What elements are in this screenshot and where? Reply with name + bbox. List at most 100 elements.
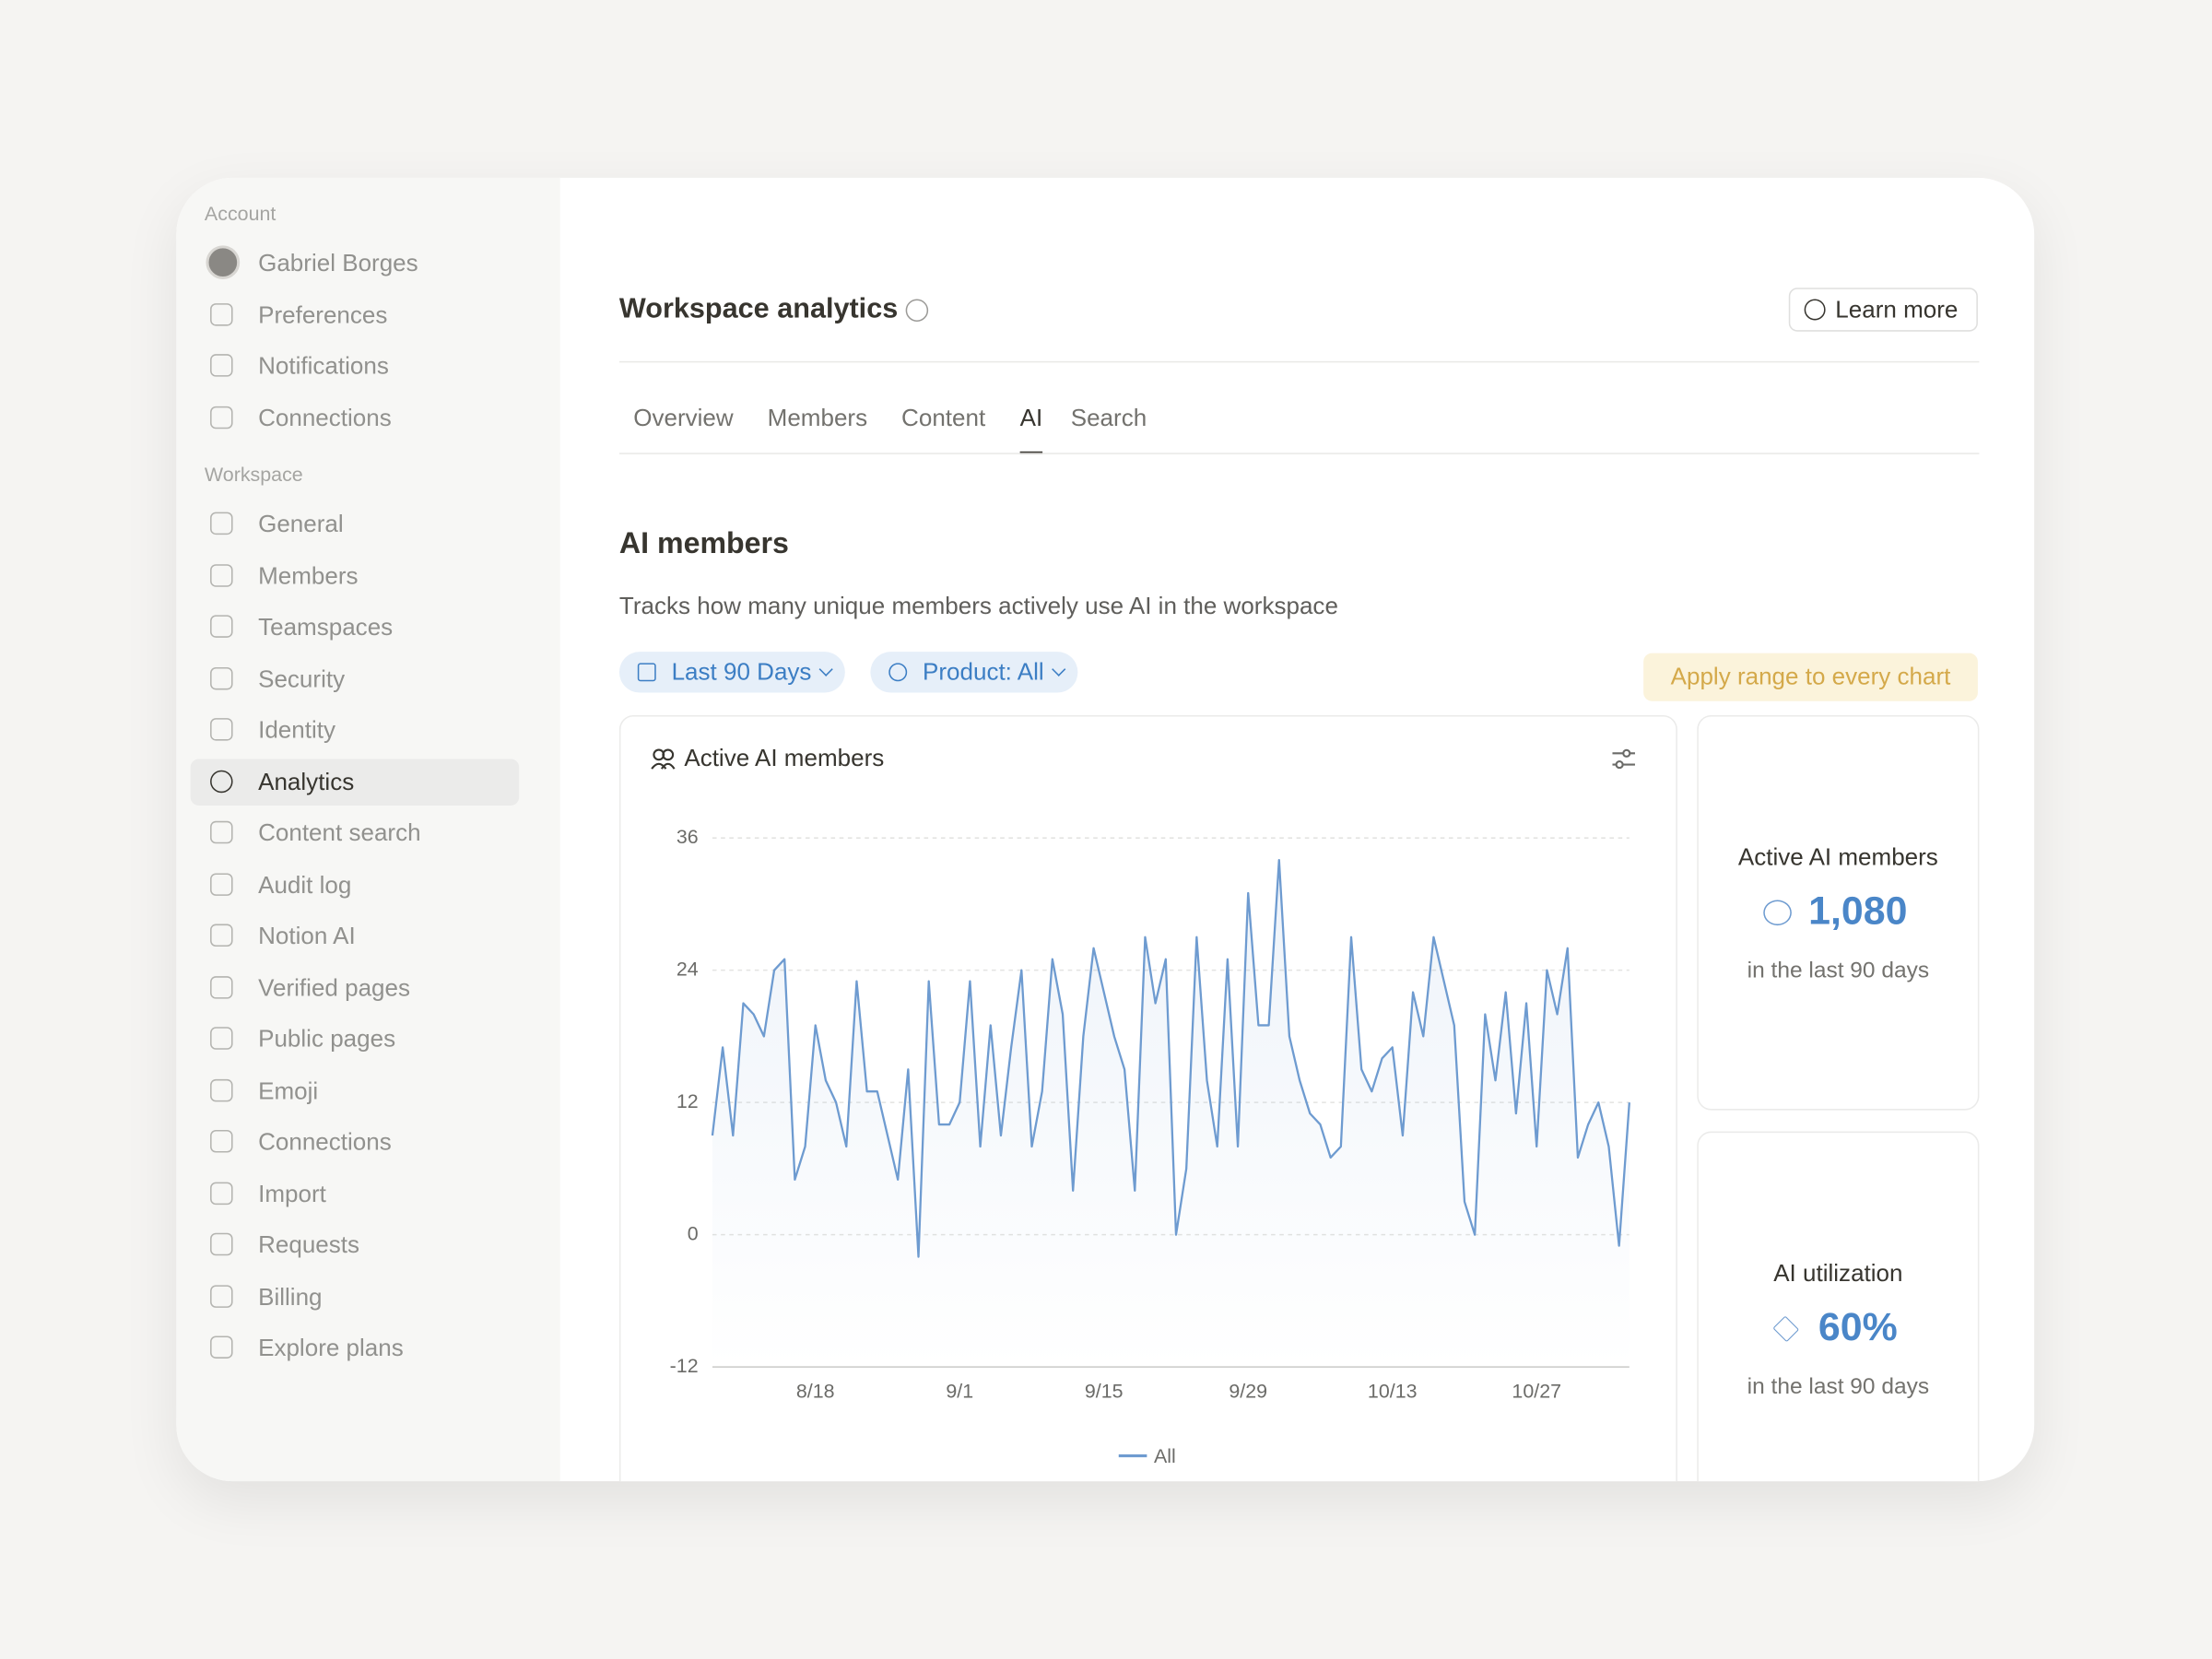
stat-value: 60% xyxy=(1818,1304,1898,1349)
sidebar-item-label: Public pages xyxy=(258,1025,396,1053)
sidebar-item[interactable]: Explore plans xyxy=(191,1324,520,1371)
icon xyxy=(210,1181,233,1205)
sidebar-item-label: Security xyxy=(258,665,346,692)
sidebar-item-label: Import xyxy=(258,1180,326,1207)
sidebar-item-label: Teamspaces xyxy=(258,613,394,641)
sidebar-item[interactable]: Identity xyxy=(191,707,520,754)
stat-value: 1,080 xyxy=(1808,888,1908,933)
y-tick-label: 36 xyxy=(677,826,699,848)
icon xyxy=(210,615,233,638)
stat-title: Active AI members xyxy=(1737,843,1938,871)
line-chart: -12 0 12 24 36 8/18 9/1 9/15 9/29 10/13 10/27 All xyxy=(670,826,1630,1467)
icon xyxy=(210,1335,233,1359)
icon xyxy=(210,666,233,689)
x-tick-label: 8/18 xyxy=(796,1380,835,1402)
sidebar-item-label: Notion AI xyxy=(258,923,356,950)
button-label: Learn more xyxy=(1835,296,1959,324)
sidebar-item[interactable]: Notion AI xyxy=(191,912,520,959)
sidebar-item-label: Requests xyxy=(258,1231,360,1259)
section-description: Tracks how many unique members actively … xyxy=(618,592,1338,619)
stat-card: AI utilization 60% in the last 90 days xyxy=(1697,1131,1980,1482)
chevron xyxy=(818,662,834,677)
sidebar-item-label: Audit log xyxy=(258,871,352,899)
icon xyxy=(210,512,233,535)
y-tick-label: 12 xyxy=(677,1090,699,1112)
chevron xyxy=(1052,662,1066,677)
sidebar-item[interactable]: Emoji xyxy=(191,1067,520,1114)
sidebar-item[interactable]: Preferences xyxy=(191,291,520,338)
sidebar-item[interactable]: Audit log xyxy=(191,861,520,908)
filter-pill[interactable]: Last 90 Days xyxy=(618,652,846,693)
icon xyxy=(210,406,233,429)
stat-caption: in the last 90 days xyxy=(1747,1375,1930,1400)
sidebar-item-label: Verified pages xyxy=(258,973,411,1001)
icon xyxy=(210,769,233,793)
help-icon[interactable] xyxy=(905,299,929,322)
sidebar-item-label: General xyxy=(258,511,344,538)
sidebar-item[interactable]: Members xyxy=(191,552,520,599)
sidebar-item[interactable]: Analytics xyxy=(190,758,520,806)
sidebar-item-label: Members xyxy=(258,561,359,590)
x-tick-label: 9/29 xyxy=(1229,1380,1267,1402)
icon xyxy=(210,563,233,586)
tab[interactable]: Members xyxy=(767,405,868,432)
stat-icon xyxy=(1763,900,1792,926)
sidebar-item[interactable]: Connections xyxy=(191,394,520,441)
chart-title: Active AI members xyxy=(684,745,885,772)
icon xyxy=(210,820,233,844)
sidebar-item[interactable]: Security xyxy=(191,655,520,702)
tab[interactable]: AI xyxy=(1019,405,1043,454)
line xyxy=(711,858,1630,1258)
sidebar-item[interactable]: Connections xyxy=(191,1119,520,1166)
sidebar-section-label: Account xyxy=(204,201,276,225)
sidebar-item-label: Content search xyxy=(258,819,421,847)
settings-window: Account Gabriel Borges Preferences Notifica… xyxy=(176,177,2035,1482)
sidebar-item[interactable]: Billing xyxy=(191,1273,520,1320)
apply-range-button[interactable]: Apply range to every chart xyxy=(1643,653,1978,701)
sidebar-item[interactable]: Gabriel Borges xyxy=(191,240,520,287)
sidebar: Account Gabriel Borges Preferences Notifica… xyxy=(176,177,560,1482)
settings-icon[interactable] xyxy=(1611,747,1637,770)
sidebar-item-label: Preferences xyxy=(258,300,388,328)
sidebar-item-label: Gabriel Borges xyxy=(258,249,418,276)
tab[interactable]: Search xyxy=(1070,405,1147,432)
y-tick-label: 24 xyxy=(677,958,699,980)
page-title: Workspace analytics xyxy=(618,293,899,325)
sidebar-item[interactable]: General xyxy=(191,500,520,547)
sidebar-item-label: Identity xyxy=(258,716,335,744)
learn-more-button[interactable]: Learn more xyxy=(1788,288,1978,332)
sidebar-item[interactable]: Teamspaces xyxy=(191,604,520,651)
icon xyxy=(210,1078,233,1101)
tab[interactable]: Overview xyxy=(633,405,734,432)
icon xyxy=(210,302,233,325)
legend-label: All xyxy=(1154,1445,1176,1467)
section-title: AI members xyxy=(618,527,789,560)
sidebar-item[interactable]: Public pages xyxy=(191,1016,520,1063)
x-tick-label: 9/1 xyxy=(946,1380,973,1402)
sidebar-item[interactable]: Requests xyxy=(191,1221,520,1268)
icon xyxy=(210,354,233,377)
icon xyxy=(210,1027,233,1050)
icon xyxy=(210,975,233,998)
chart-card: Active AI members -12 0 12 24 36 8/18 9/1 9/15 9… xyxy=(618,715,1677,1482)
stat-caption: in the last 90 days xyxy=(1747,959,1930,983)
x-tick-label: 10/13 xyxy=(1368,1380,1418,1402)
sidebar-item-label: Notifications xyxy=(258,352,389,380)
tab[interactable]: Content xyxy=(901,405,986,432)
icon xyxy=(210,924,233,947)
sidebar-item-label: Connections xyxy=(258,1128,392,1156)
icon xyxy=(210,1130,233,1153)
sidebar-item[interactable]: Content search xyxy=(191,810,520,857)
x-tick-label: 9/15 xyxy=(1085,1380,1124,1402)
sidebar-item[interactable]: Import xyxy=(191,1171,520,1218)
icon xyxy=(210,1284,233,1308)
sidebar-item-label: Explore plans xyxy=(258,1334,404,1362)
sidebar-item[interactable]: Notifications xyxy=(191,343,520,390)
divider xyxy=(618,360,1980,363)
filter-pill[interactable]: Product: All xyxy=(870,652,1078,693)
icon xyxy=(210,718,233,741)
y-tick-label: -12 xyxy=(670,1355,699,1377)
sidebar-item[interactable]: Verified pages xyxy=(191,964,520,1011)
